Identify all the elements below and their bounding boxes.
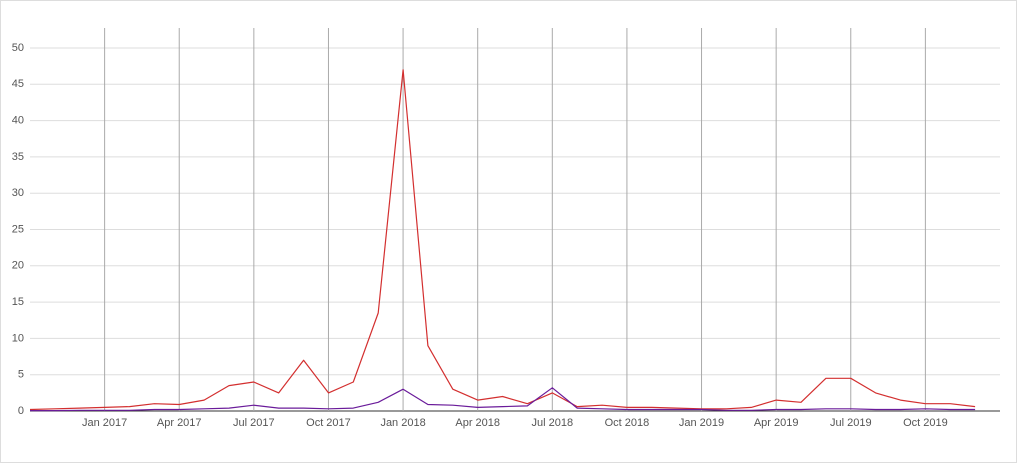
x-tick-label: Oct 2017 xyxy=(306,417,351,429)
y-tick-label: 35 xyxy=(12,151,24,163)
x-tick-label: Jan 2019 xyxy=(679,417,724,429)
y-tick-label: 20 xyxy=(12,260,24,272)
x-tick-label: Jul 2018 xyxy=(532,417,574,429)
y-tick-label: 0 xyxy=(18,405,24,417)
series-line xyxy=(30,387,976,412)
series-line xyxy=(29,69,976,411)
y-tick-label: 25 xyxy=(12,223,24,235)
y-tick-label: 15 xyxy=(12,296,24,308)
y-tick-label: 50 xyxy=(12,42,24,54)
x-tick-label: Jul 2017 xyxy=(233,417,275,429)
y-tick-label: 40 xyxy=(12,115,24,127)
y-tick-label: 45 xyxy=(12,78,24,90)
x-tick-label: Apr 2018 xyxy=(455,417,500,429)
x-tick-label: Apr 2019 xyxy=(754,417,799,429)
x-tick-label: Oct 2018 xyxy=(605,417,650,429)
x-tick-label: Oct 2019 xyxy=(903,417,948,429)
x-tick-label: Jul 2019 xyxy=(830,417,872,429)
y-tick-label: 10 xyxy=(12,332,24,344)
x-tick-label: Jan 2017 xyxy=(82,417,127,429)
x-tick-label: Jan 2018 xyxy=(380,417,425,429)
y-tick-label: 30 xyxy=(12,187,24,199)
y-tick-label: 5 xyxy=(18,369,24,381)
x-tick-label: Apr 2017 xyxy=(157,417,202,429)
